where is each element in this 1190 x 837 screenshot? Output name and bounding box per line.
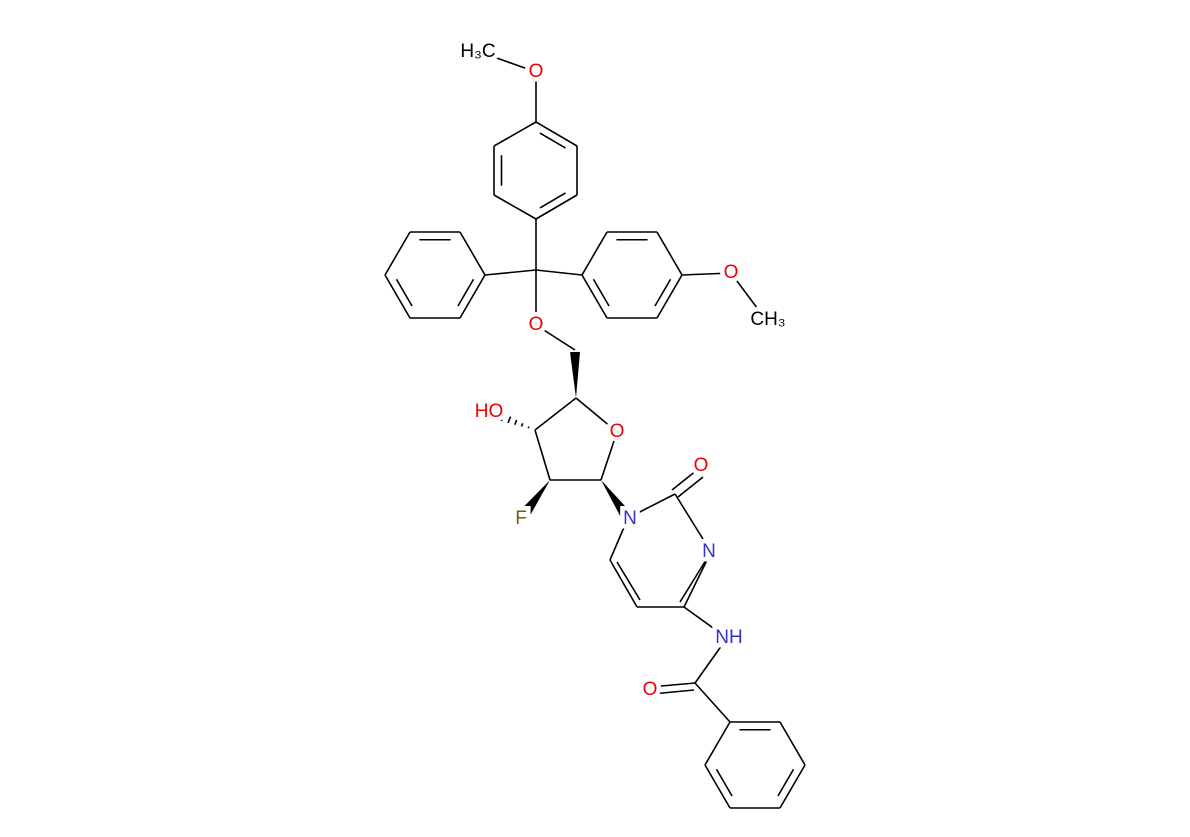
bond (539, 192, 566, 209)
bond (535, 194, 578, 220)
atom-label: NH (715, 627, 742, 648)
hash-bond (514, 419, 518, 425)
bond (694, 682, 731, 723)
atom-label: F (515, 508, 527, 529)
atom-label: H₃C (460, 41, 495, 62)
bond (539, 132, 566, 149)
atom-label: CH₃ (750, 309, 785, 330)
bond (704, 721, 731, 766)
atom-label: O (724, 262, 739, 283)
bond (493, 194, 537, 220)
bond (779, 721, 806, 766)
hash-bond (487, 406, 493, 418)
bond (683, 551, 712, 608)
bond (694, 637, 728, 684)
bond (609, 559, 638, 608)
bond (493, 121, 537, 147)
bond (777, 768, 795, 797)
bond (534, 397, 577, 431)
bond (677, 476, 704, 498)
atom-label: O (610, 421, 625, 442)
bond (581, 231, 608, 276)
atom-label: O (529, 61, 544, 82)
bond (459, 231, 486, 276)
wedge-bond (518, 480, 550, 520)
bond (592, 278, 610, 307)
bond (459, 274, 486, 319)
wedge-bond (601, 480, 633, 522)
hash-bond (520, 422, 524, 427)
bond (671, 469, 698, 491)
bond (683, 606, 728, 639)
bond (651, 689, 695, 695)
bond (681, 272, 732, 276)
bond (656, 274, 683, 319)
bond (730, 272, 767, 321)
bond (654, 278, 672, 307)
bond (779, 764, 806, 809)
hash-bond (527, 426, 530, 429)
wedge-bond (570, 351, 580, 398)
bond (679, 559, 707, 603)
hash-bond (507, 416, 512, 424)
bond (581, 274, 608, 319)
bond (535, 121, 578, 147)
atom-label: N (702, 541, 716, 562)
bond (395, 278, 413, 307)
bond (704, 764, 731, 809)
bond (384, 274, 411, 319)
bond (535, 324, 576, 351)
bond (575, 397, 618, 433)
bond (600, 431, 618, 481)
bond (656, 231, 683, 276)
atom-label: N (623, 508, 637, 529)
bond (457, 278, 475, 307)
bond (715, 768, 733, 797)
bond (384, 231, 411, 276)
bond (535, 269, 583, 276)
atom-label: HO (475, 401, 504, 422)
bond (484, 269, 537, 276)
bond (534, 429, 551, 481)
bond (649, 682, 696, 688)
atom-label: O (643, 679, 658, 700)
bond (479, 51, 537, 73)
bond (616, 561, 641, 601)
bond (674, 493, 712, 553)
bond (609, 517, 629, 561)
bond (627, 493, 676, 519)
hash-bond (493, 409, 500, 420)
atom-label: O (694, 455, 709, 476)
hash-bond (500, 412, 506, 422)
atom-label: O (529, 314, 544, 335)
